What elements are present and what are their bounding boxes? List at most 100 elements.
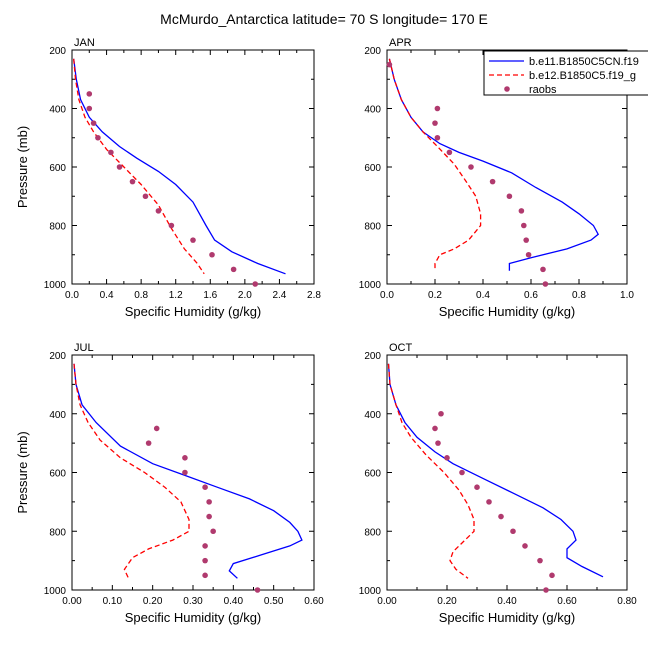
y-tick-label: 1000 — [359, 280, 382, 291]
y-axis-title: Pressure (mb) — [15, 431, 30, 513]
x-tick-label: 0.20 — [143, 596, 163, 607]
raobs-point — [202, 572, 208, 579]
legend-box — [483, 50, 648, 96]
legend-raobs-marker — [504, 86, 510, 92]
x-axis-title: Specific Humidity (g/kg) — [439, 610, 576, 625]
x-tick-label: 0.80 — [617, 596, 637, 607]
raobs-point — [190, 237, 196, 243]
raobs-point — [459, 469, 465, 476]
y-tick-label: 400 — [364, 410, 381, 421]
raobs-point — [435, 440, 441, 446]
y-tick-label: 200 — [49, 46, 66, 57]
raobs-point — [549, 572, 555, 579]
raobs-point — [252, 281, 259, 287]
raobs-point — [498, 513, 504, 520]
model1-line — [387, 363, 604, 578]
x-tick-label: 0.6 — [524, 290, 538, 301]
legend-label: raobs — [529, 84, 557, 96]
y-tick-label: 200 — [49, 351, 66, 362]
model2-line — [387, 363, 475, 579]
y-tick-label: 600 — [49, 163, 66, 174]
panel-apr: 0.0 0.2 0.4 0.6 0.8 1.0 200 400 600 800 1000 APR Spe… — [359, 37, 635, 319]
model2-line — [73, 58, 205, 275]
raobs-point — [254, 587, 261, 593]
raobs-point — [489, 178, 496, 185]
raobs-point — [506, 193, 513, 200]
x-tick-label: 0.10 — [103, 596, 123, 607]
x-tick-label: 1.2 — [169, 290, 183, 301]
x-tick-label: 0.40 — [497, 596, 517, 607]
figure-title: McMurdo_Antarctica latitude= 70 S longit… — [160, 11, 488, 27]
x-tick-label: 0.30 — [183, 596, 203, 607]
raobs-point — [202, 484, 208, 490]
raobs-point — [86, 105, 93, 112]
raobs-point — [510, 528, 516, 535]
y-tick-label: 600 — [49, 469, 66, 480]
raobs-point — [446, 149, 453, 156]
y-tick-label: 1000 — [44, 280, 67, 291]
panel-oct: 0.00 0.20 0.40 0.60 0.80 200 400 600 800 1000 OCT S… — [359, 342, 637, 625]
raobs-point — [108, 149, 114, 156]
raobs-point — [230, 266, 237, 273]
raobs-point — [537, 557, 543, 564]
y-tick-label: 800 — [364, 527, 381, 538]
raobs-point — [468, 164, 474, 170]
raobs-point — [525, 251, 532, 258]
x-tick-label: 2.4 — [272, 290, 286, 301]
x-tick-label: 0.0 — [65, 290, 79, 301]
y-tick-label: 600 — [364, 163, 381, 174]
panel-label: JUL — [74, 342, 94, 354]
x-tick-label: 0.60 — [557, 596, 577, 607]
raobs-point — [129, 178, 136, 185]
raobs-point — [202, 557, 208, 564]
y-tick-label: 400 — [49, 410, 66, 421]
raobs-point — [522, 543, 528, 549]
raobs-point — [116, 164, 123, 170]
raobs-point — [155, 208, 162, 214]
raobs-point — [202, 543, 208, 549]
raobs-point — [95, 134, 101, 141]
raobs-point — [210, 528, 216, 535]
model2-line — [388, 58, 482, 271]
y-tick-label: 800 — [364, 222, 381, 233]
panel-jul: 0.00 0.10 0.20 0.30 0.40 0.50 0.60 200 400 600 800… — [15, 342, 324, 625]
raobs-point — [386, 61, 393, 68]
raobs-point — [434, 105, 441, 112]
raobs-point — [153, 425, 160, 432]
y-tick-label: 200 — [364, 351, 381, 362]
raobs-point — [540, 266, 546, 273]
x-axis-title: Specific Humidity (g/kg) — [125, 304, 262, 319]
x-tick-label: 1.6 — [203, 290, 217, 301]
model1-line — [73, 58, 286, 275]
raobs-point — [168, 222, 175, 229]
raobs-point — [182, 455, 188, 461]
x-axis-title: Specific Humidity (g/kg) — [125, 610, 262, 625]
panel-jan: 0.0 0.4 0.8 1.2 1.6 2.0 2.4 2.8 200 400 600 800 1000… — [15, 37, 321, 319]
y-tick-label: 1000 — [359, 586, 382, 597]
x-tick-label: 0.4 — [476, 290, 490, 301]
y-axis-title: Pressure (mb) — [15, 126, 30, 208]
x-tick-label: 0.40 — [224, 596, 244, 607]
x-axis-title: Specific Humidity (g/kg) — [439, 304, 576, 319]
x-tick-label: 2.8 — [307, 290, 321, 301]
raobs-point — [434, 134, 441, 141]
plot-frame — [386, 354, 628, 591]
raobs-point — [474, 484, 480, 490]
panel-label: JAN — [74, 37, 95, 49]
y-tick-label: 600 — [364, 469, 381, 480]
raobs-point — [209, 251, 215, 258]
legend: b.e11.B1850C5CN.f19 b.e12.B1850C5.f19_gra… — [483, 50, 648, 96]
plot-frame — [71, 49, 315, 285]
y-tick-label: 200 — [364, 46, 381, 57]
x-tick-label: 0.00 — [377, 596, 397, 607]
model1-line — [73, 363, 303, 579]
x-tick-label: 0.50 — [264, 596, 284, 607]
legend-label: b.e11.B1850C5CN.f19 — [529, 56, 639, 68]
raobs-point — [543, 587, 549, 593]
x-tick-label: 0.00 — [62, 596, 82, 607]
raobs-point — [444, 455, 450, 461]
raobs-point — [206, 499, 212, 505]
raobs-point — [542, 281, 549, 287]
raobs-point — [518, 208, 525, 214]
raobs-point — [432, 120, 438, 126]
